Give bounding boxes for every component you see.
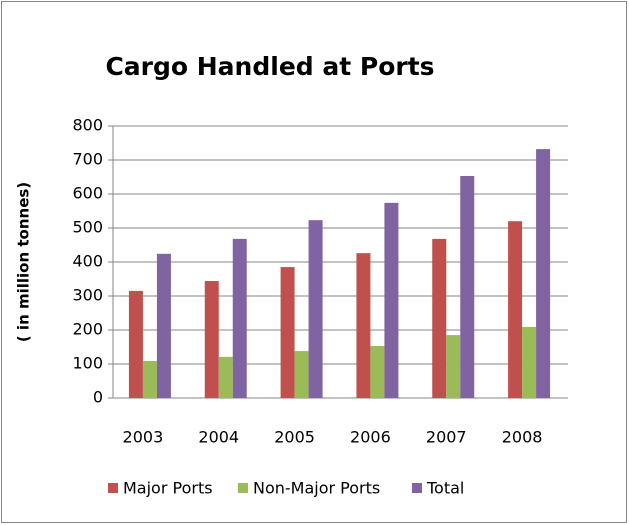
x-tick-label: 2004 [198,428,239,447]
bar [308,220,323,398]
bar [370,345,385,398]
bar [218,356,233,398]
bar [460,175,475,398]
y-tick-label: 800 [72,116,103,135]
bar [522,326,537,398]
bar [294,351,309,398]
y-tick-label: 100 [72,354,103,373]
x-tick-label: 2005 [274,428,315,447]
legend-swatch [238,483,248,493]
bar [128,290,143,398]
chart-title: Cargo Handled at Ports [105,52,434,81]
x-tick-label: 2006 [350,428,391,447]
bar [280,267,295,398]
bar [142,360,157,398]
bar [204,281,219,398]
bar [536,149,551,398]
y-tick-label: 200 [72,320,103,339]
legend-label: Non-Major Ports [253,479,380,498]
bar [508,221,523,398]
legend-label: Total [426,479,464,498]
bar [432,238,447,398]
y-tick-label: 600 [72,184,103,203]
legend-label: Major Ports [123,479,213,498]
y-tick-label: 400 [72,252,103,271]
y-tick-label: 700 [72,150,103,169]
bar [384,202,399,398]
y-tick-label: 300 [72,286,103,305]
bar [156,253,171,398]
y-tick-label: 500 [72,218,103,237]
legend-swatch [412,483,422,493]
bar [232,238,247,398]
bar [446,335,461,398]
y-tick-label: 0 [93,388,103,407]
bar [356,253,371,398]
x-tick-label: 2003 [123,428,164,447]
y-axis-label: ( in million tonnes) [15,182,33,342]
x-tick-label: 2008 [502,428,543,447]
legend-swatch [108,483,118,493]
x-tick-label: 2007 [426,428,467,447]
